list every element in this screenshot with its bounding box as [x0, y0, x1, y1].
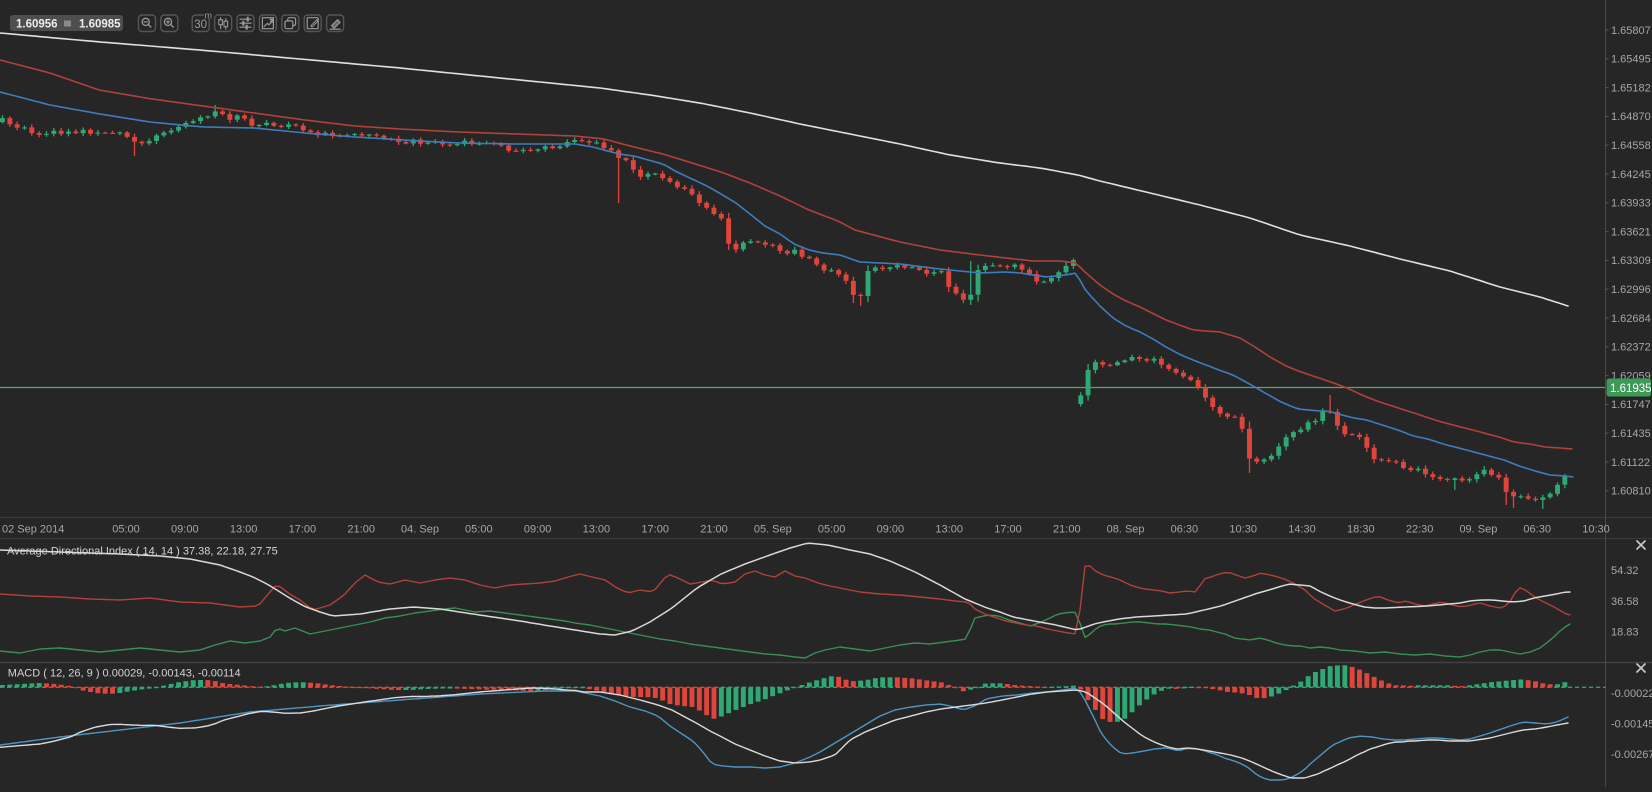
- svg-text:54.32: 54.32: [1611, 565, 1639, 577]
- svg-text:1.62684: 1.62684: [1611, 313, 1651, 325]
- svg-text:09:00: 09:00: [877, 524, 905, 536]
- svg-text:06:30: 06:30: [1171, 524, 1199, 536]
- svg-text:14:30: 14:30: [1288, 524, 1316, 536]
- svg-text:22:30: 22:30: [1406, 524, 1434, 536]
- svg-text:36.58: 36.58: [1611, 596, 1639, 608]
- svg-text:-0.00022: -0.00022: [1611, 688, 1652, 700]
- svg-text:1.65807: 1.65807: [1611, 25, 1651, 37]
- svg-text:30: 30: [194, 19, 207, 31]
- svg-text:05:00: 05:00: [112, 524, 140, 536]
- svg-text:1.62996: 1.62996: [1611, 284, 1651, 296]
- svg-text:-0.00267: -0.00267: [1611, 749, 1652, 761]
- svg-text:Average Directional Index ( 14: Average Directional Index ( 14, 14 ) 37.…: [7, 546, 278, 558]
- svg-text:1.61122: 1.61122: [1611, 457, 1650, 469]
- svg-text:09:00: 09:00: [524, 524, 552, 536]
- svg-text:1.61435: 1.61435: [1611, 428, 1651, 440]
- svg-text:1.64245: 1.64245: [1611, 169, 1651, 181]
- svg-text:10:30: 10:30: [1229, 524, 1257, 536]
- svg-text:1.64870: 1.64870: [1611, 111, 1651, 123]
- svg-text:18.83: 18.83: [1611, 626, 1639, 638]
- svg-text:17:00: 17:00: [289, 524, 317, 536]
- svg-text:17:00: 17:00: [641, 524, 669, 536]
- svg-text:m: m: [205, 11, 213, 21]
- svg-text:1.63309: 1.63309: [1611, 255, 1651, 267]
- svg-text:06:30: 06:30: [1523, 524, 1551, 536]
- svg-text:05. Sep: 05. Sep: [754, 524, 792, 536]
- svg-text:21:00: 21:00: [1053, 524, 1081, 536]
- svg-text:21:00: 21:00: [347, 524, 375, 536]
- svg-text:05:00: 05:00: [465, 524, 493, 536]
- svg-text:02 Sep 2014: 02 Sep 2014: [2, 524, 64, 536]
- svg-text:1.60956: 1.60956: [16, 18, 58, 30]
- svg-text:08. Sep: 08. Sep: [1107, 524, 1145, 536]
- svg-text:04. Sep: 04. Sep: [401, 524, 439, 536]
- svg-text:1.65182: 1.65182: [1611, 82, 1651, 94]
- svg-text:1.63933: 1.63933: [1611, 198, 1651, 210]
- svg-text:1.60810: 1.60810: [1611, 486, 1651, 498]
- svg-text:1.61747: 1.61747: [1611, 399, 1651, 411]
- svg-text:MACD ( 12, 26, 9 ) 0.00029, -0: MACD ( 12, 26, 9 ) 0.00029, -0.00143, -0…: [8, 668, 241, 680]
- svg-text:09. Sep: 09. Sep: [1459, 524, 1497, 536]
- svg-text:1.65495: 1.65495: [1611, 54, 1651, 66]
- svg-text:17:00: 17:00: [994, 524, 1022, 536]
- svg-text:1.62372: 1.62372: [1611, 342, 1651, 354]
- svg-text:05:00: 05:00: [818, 524, 846, 536]
- svg-text:13:00: 13:00: [935, 524, 963, 536]
- svg-text:21:00: 21:00: [700, 524, 728, 536]
- svg-text:13:00: 13:00: [583, 524, 611, 536]
- svg-text:1.63621: 1.63621: [1611, 226, 1651, 238]
- svg-text:09:00: 09:00: [171, 524, 199, 536]
- svg-text:10:30: 10:30: [1582, 524, 1610, 536]
- svg-text:1.60985: 1.60985: [79, 18, 121, 30]
- svg-text:18:30: 18:30: [1347, 524, 1375, 536]
- svg-text:-0.00145: -0.00145: [1611, 718, 1652, 730]
- svg-text:1.64558: 1.64558: [1611, 140, 1651, 152]
- svg-text:13:00: 13:00: [230, 524, 258, 536]
- svg-text:1.61935: 1.61935: [1610, 383, 1652, 395]
